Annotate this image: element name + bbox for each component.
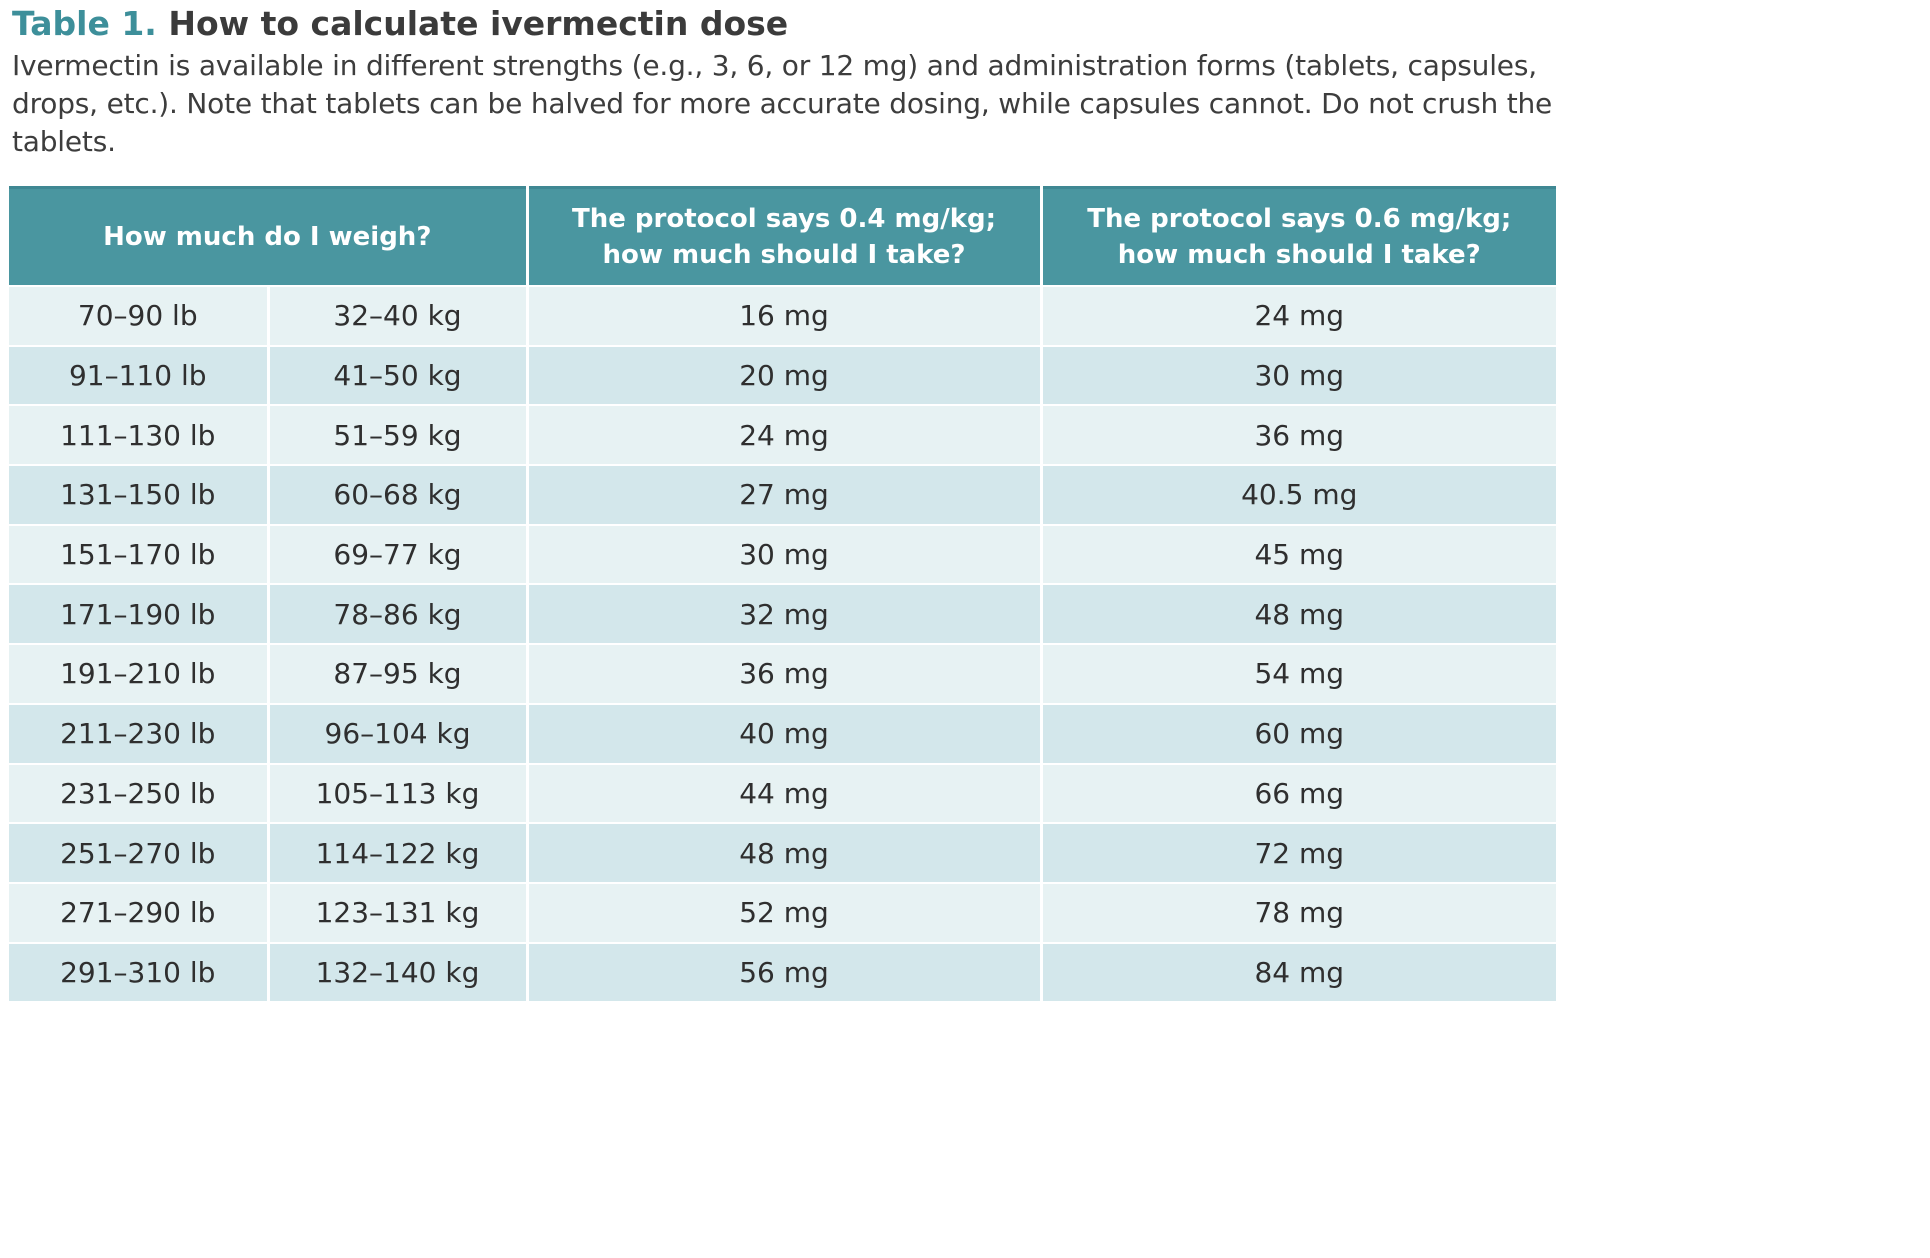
weight-kg-cell: 32–40 kg [266, 285, 528, 346]
header-dose-0-4-line2: how much should I take? [602, 240, 966, 270]
dose-0-6-cell: 78 mg [1039, 881, 1557, 943]
weight-lb-cell: 191–210 lb [9, 643, 268, 704]
weight-kg-cell: 96–104 kg [266, 702, 528, 764]
dose-0-6-cell: 84 mg [1039, 941, 1557, 1002]
dose-0-6-cell: 24 mg [1039, 285, 1557, 346]
weight-kg-cell: 87–95 kg [266, 643, 528, 704]
header-dose-0-4-line1: The protocol says 0.4 mg/kg; [571, 204, 997, 234]
weight-lb-cell: 211–230 lb [9, 702, 268, 764]
table-row: 191–210 lb 87–95 kg 36 mg 54 mg [9, 643, 1557, 704]
dose-0-6-cell: 36 mg [1039, 404, 1557, 466]
dose-0-4-cell: 20 mg [525, 344, 1042, 406]
dose-0-4-cell: 24 mg [525, 404, 1042, 466]
weight-kg-cell: 41–50 kg [266, 344, 528, 406]
dose-table: How much do I weigh? The protocol says 0… [9, 186, 1557, 1002]
table-number-label: Table 1. [12, 4, 157, 43]
weight-lb-cell: 91–110 lb [9, 344, 268, 406]
table-header: How much do I weigh? The protocol says 0… [9, 186, 1557, 286]
dose-0-4-cell: 36 mg [525, 643, 1042, 704]
weight-lb-cell: 171–190 lb [9, 583, 268, 645]
weight-kg-cell: 60–68 kg [266, 464, 528, 525]
weight-lb-cell: 151–170 lb [9, 523, 268, 585]
dose-0-6-cell: 72 mg [1039, 822, 1557, 883]
dose-0-4-cell: 52 mg [525, 881, 1042, 943]
table-row: 131–150 lb 60–68 kg 27 mg 40.5 mg [9, 464, 1557, 525]
dose-0-6-cell: 30 mg [1039, 344, 1557, 406]
weight-lb-cell: 291–310 lb [9, 941, 268, 1002]
weight-kg-cell: 78–86 kg [266, 583, 528, 645]
weight-lb-cell: 271–290 lb [9, 881, 268, 943]
header-weight-label: How much do I weigh? [103, 222, 432, 252]
weight-kg-cell: 132–140 kg [266, 941, 528, 1002]
header-dose-0-6-line2: how much should I take? [1117, 240, 1481, 270]
weight-lb-cell: 231–250 lb [9, 762, 268, 824]
table-row: 251–270 lb 114–122 kg 48 mg 72 mg [9, 822, 1557, 883]
dose-0-6-cell: 66 mg [1039, 762, 1557, 824]
dose-0-4-cell: 40 mg [525, 702, 1042, 764]
weight-kg-cell: 123–131 kg [266, 881, 528, 943]
table-body: 70–90 lb 32–40 kg 16 mg 24 mg 91–110 lb 41–50… [9, 285, 1557, 1002]
header-dose-0-6-line1: The protocol says 0.6 mg/kg; [1087, 204, 1512, 234]
table-description: Ivermectin is available in different str… [12, 49, 1553, 158]
dose-0-4-cell: 30 mg [525, 523, 1042, 585]
header-weight: How much do I weigh? [9, 186, 529, 286]
table-row: 291–310 lb 132–140 kg 56 mg 84 mg [9, 941, 1557, 1002]
table-caption: Table 1. How to calculate ivermectin dos… [12, 2, 1560, 161]
weight-lb-cell: 70–90 lb [9, 285, 268, 346]
weight-kg-cell: 51–59 kg [266, 404, 528, 466]
weight-kg-cell: 69–77 kg [266, 523, 528, 585]
weight-lb-cell: 251–270 lb [9, 822, 268, 883]
header-dose-0-6: The protocol says 0.6 mg/kg; how much sh… [1039, 186, 1557, 286]
table-title: Table 1. How to calculate ivermectin dos… [12, 2, 1560, 46]
weight-kg-cell: 114–122 kg [266, 822, 528, 883]
table-row: 271–290 lb 123–131 kg 52 mg 78 mg [9, 881, 1557, 943]
dose-0-4-cell: 32 mg [525, 583, 1042, 645]
header-row: How much do I weigh? The protocol says 0… [9, 186, 1557, 286]
dose-0-6-cell: 60 mg [1039, 702, 1557, 764]
dose-0-4-cell: 44 mg [525, 762, 1042, 824]
table-row: 151–170 lb 69–77 kg 30 mg 45 mg [9, 523, 1557, 585]
dose-0-4-cell: 16 mg [525, 285, 1042, 346]
dose-0-4-cell: 48 mg [525, 822, 1042, 883]
header-dose-0-4: The protocol says 0.4 mg/kg; how much sh… [525, 186, 1043, 286]
weight-lb-cell: 111–130 lb [9, 404, 268, 466]
table-row: 231–250 lb 105–113 kg 44 mg 66 mg [9, 762, 1557, 824]
table-row: 111–130 lb 51–59 kg 24 mg 36 mg [9, 404, 1557, 466]
dose-0-6-cell: 45 mg [1039, 523, 1557, 585]
dose-0-4-cell: 56 mg [525, 941, 1042, 1002]
weight-kg-cell: 105–113 kg [266, 762, 528, 824]
dose-0-6-cell: 48 mg [1039, 583, 1557, 645]
weight-lb-cell: 131–150 lb [9, 464, 268, 525]
table-title-text: How to calculate ivermectin dose [168, 4, 789, 43]
table-row: 70–90 lb 32–40 kg 16 mg 24 mg [9, 285, 1557, 346]
table-row: 171–190 lb 78–86 kg 32 mg 48 mg [9, 583, 1557, 645]
dose-0-4-cell: 27 mg [525, 464, 1042, 525]
table-row: 211–230 lb 96–104 kg 40 mg 60 mg [9, 702, 1557, 764]
dose-0-6-cell: 54 mg [1039, 643, 1557, 704]
table-row: 91–110 lb 41–50 kg 20 mg 30 mg [9, 344, 1557, 406]
dose-0-6-cell: 40.5 mg [1039, 464, 1557, 525]
